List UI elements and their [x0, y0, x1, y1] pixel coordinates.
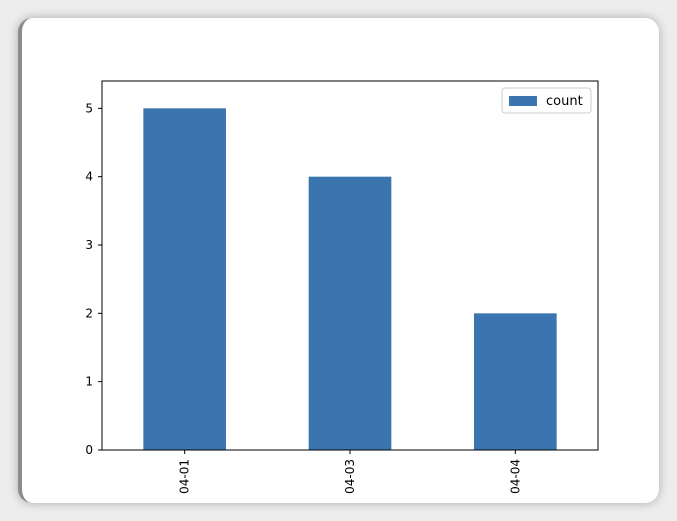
x-tick-label-04-01: 04-01	[178, 459, 192, 494]
y-tick-label: 0	[85, 443, 93, 457]
legend-box	[501, 87, 592, 114]
y-tick-label: 4	[85, 170, 93, 184]
y-tick-label: 3	[85, 238, 93, 252]
y-tick-label: 1	[85, 375, 93, 389]
y-tick-label: 5	[85, 101, 93, 115]
bar-group	[143, 108, 557, 450]
y-axis: 0 1 2 3 4 5	[85, 101, 102, 457]
x-tick-label-04-04: 04-04	[508, 459, 522, 494]
x-axis: 04-01 04-03 04-04	[178, 450, 522, 494]
legend: count	[501, 87, 592, 114]
bar-04-04	[474, 313, 557, 450]
bar-chart: 0 1 2 3 4 5 04-01 04-03 04-04 count	[85, 80, 599, 494]
y-tick-label: 2	[85, 306, 93, 320]
bar-04-03	[308, 176, 392, 450]
legend-swatch	[509, 96, 537, 106]
legend-label: count	[546, 94, 583, 109]
bar-04-01	[143, 108, 226, 450]
x-tick-label-04-03: 04-03	[343, 459, 357, 494]
chart-window: 0 1 2 3 4 5 04-01 04-03 04-04 count	[18, 18, 659, 503]
